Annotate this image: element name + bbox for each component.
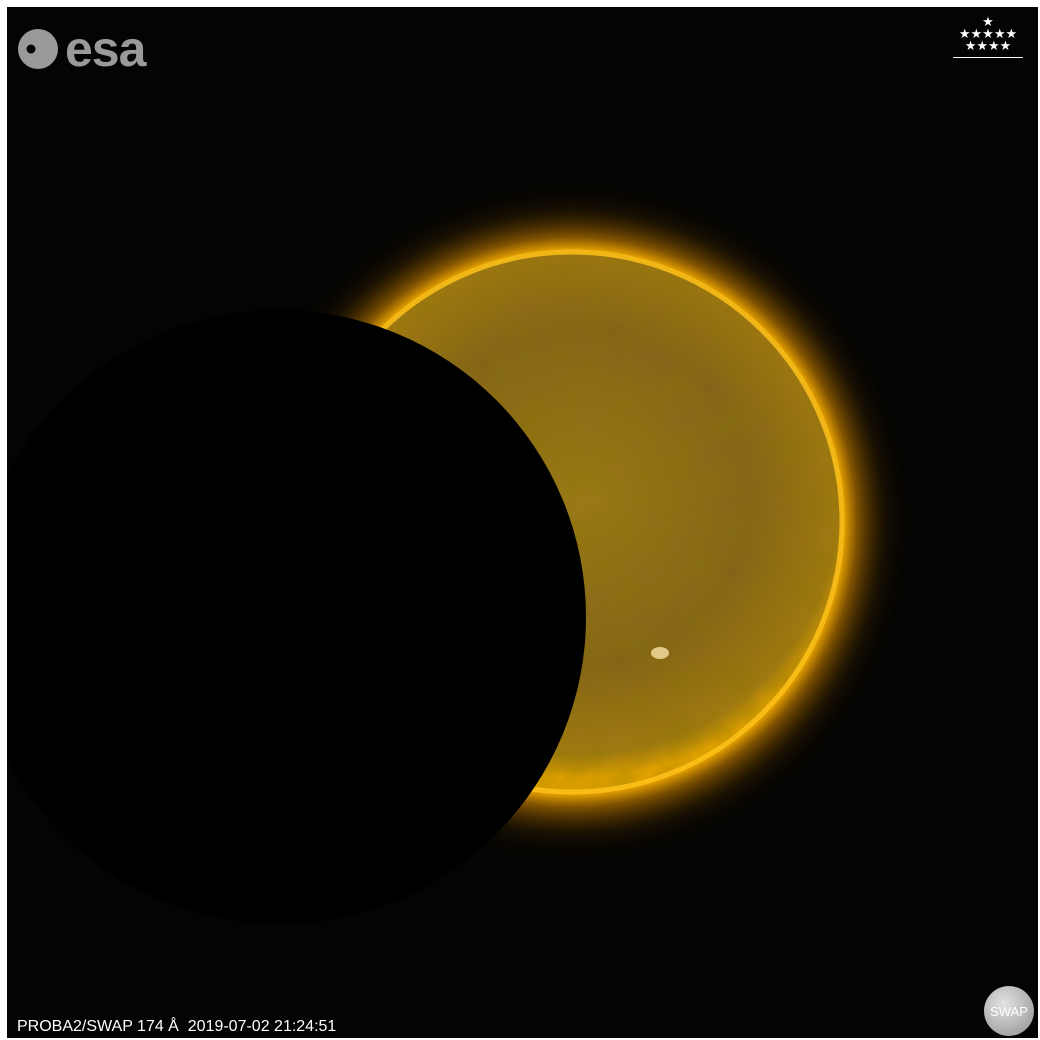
- stars-row-1: ★: [982, 15, 994, 30]
- eu-stars-emblem: ★ ★★★★★ ★★★★: [948, 15, 1028, 58]
- swap-badge-label: SWAP: [990, 1003, 1028, 1019]
- esa-logo-text: esa: [65, 21, 146, 77]
- swap-badge: SWAP: [984, 986, 1034, 1036]
- image-border: [0, 0, 1040, 7]
- stars-row-3: ★★★★: [964, 39, 1012, 54]
- active-region: [651, 647, 669, 659]
- caption-timestamp: 2019-07-02 21:24:51: [187, 1018, 337, 1035]
- stars-row-2: ★★★★★: [958, 27, 1018, 42]
- caption-instrument: PROBA2/SWAP 174 Å: [17, 1018, 179, 1035]
- esa-logo-mark-icon: [18, 29, 58, 69]
- stars-underline: [953, 57, 1023, 58]
- image-caption: PROBA2/SWAP 174 Å 2019-07-02 21:24:51: [17, 1016, 336, 1038]
- eclipse-scene: [7, 7, 1038, 1038]
- esa-logo: esa: [17, 19, 146, 79]
- moon-noise: [7, 310, 586, 924]
- eclipse-image: esa ★ ★★★★★ ★★★★ PROBA2/SWAP 174 Å 2019-…: [7, 7, 1038, 1038]
